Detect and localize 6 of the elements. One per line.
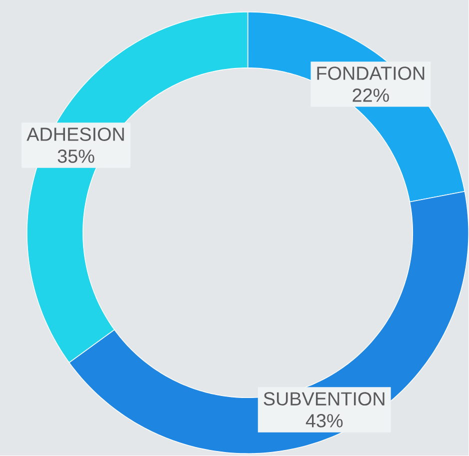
data-label: 43% — [306, 414, 343, 428]
data-label: 22% — [352, 88, 389, 102]
slice-label: SUBVENTION — [264, 392, 384, 406]
data-label: 35% — [58, 150, 94, 164]
slice-label: ADHESION — [26, 128, 124, 142]
slice-label: FONDATION — [317, 66, 424, 80]
